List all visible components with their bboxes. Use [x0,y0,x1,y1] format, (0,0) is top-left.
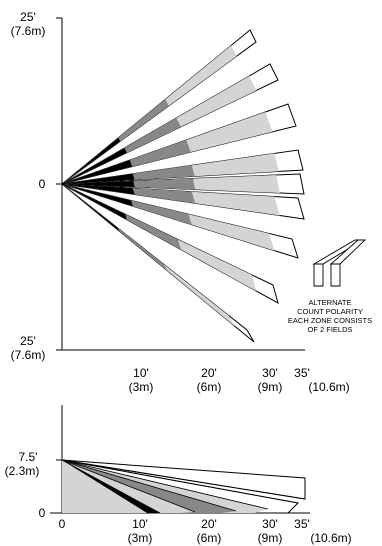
top-y-label-zero: 0 [39,177,46,191]
side-zone-edge [61,459,161,514]
top-y-label-top-m: (7.6m) [11,24,46,38]
top-y-label-bottom-ft: 25' [20,334,36,348]
zone-7-mid [62,184,192,225]
side-x-label-0: 0 [59,517,66,531]
side-zone-edge [61,459,299,504]
side-x-label-20-m: (6m) [197,531,222,545]
zone-9-far [62,184,235,327]
zone-4-near [62,173,135,184]
legend-line-3: EACH ZONE CONSISTS [288,316,372,325]
side-zone-edge [61,459,237,512]
top-y-label-top-ft: 25' [20,10,36,24]
top-x-label-35-ft: 35' [294,366,310,380]
zone-2-near [62,148,127,184]
top-x-label-20-m: (6m) [197,380,222,394]
side-y-label-height-ft: 7.5' [19,450,38,464]
side-x-label-30-ft: 30' [262,517,278,531]
top-view: 25' (7.6m) 0 25' (7.6m) 10' (3m) 20' (6m… [11,10,350,394]
zone-3-near [62,160,133,184]
legend-line-4: OF 2 FIELDS [307,325,352,334]
side-x-label-20-ft: 20' [201,517,217,531]
top-x-label-10-m: (3m) [129,380,154,394]
top-x-label-30-m: (9m) [258,380,283,394]
side-x-label-10-m: (3m) [128,531,153,545]
side-x-label-10-ft: 10' [132,517,148,531]
top-x-label-10-ft: 10' [133,366,149,380]
zone-5-near [62,181,135,187]
detection-zones [61,29,305,343]
side-x-label-35-ft: 35' [294,517,310,531]
zone-6-near [62,184,135,195]
side-x-label-35-m: (10.6m) [310,531,351,545]
zone-8-near [62,184,127,220]
side-zone-edge [61,459,196,513]
polarity-legend: ALTERNATE COUNT POLARITY EACH ZONE CONSI… [288,239,372,334]
legend-line-2: COUNT POLARITY [297,307,363,316]
legend-line-1: ALTERNATE [308,298,351,307]
side-zones [61,459,306,514]
dual-field-icon [312,239,367,287]
zone-7-near [62,184,133,207]
top-x-label-20-ft: 20' [201,366,217,380]
side-y-label-height-m: (2.3m) [5,464,40,478]
zone-9-near [62,184,120,232]
zone-6-mid [62,184,196,204]
top-y-label-bottom-m: (7.6m) [11,348,46,362]
top-x-label-30-ft: 30' [262,366,278,380]
side-zone-edge [61,459,269,510]
side-y-label-zero: 0 [39,506,46,520]
side-x-label-30-m: (9m) [258,531,283,545]
side-view: 7.5' (2.3m) 0 0 10' (3m) 20' (6m) 30' (9… [5,405,352,545]
top-x-label-35-m: (10.6m) [308,380,349,394]
zone-1-near [62,137,121,184]
side-zone-edge [61,459,306,500]
